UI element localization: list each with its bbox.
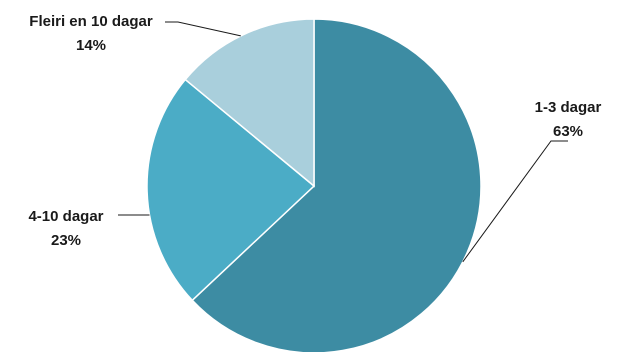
slices-layer — [146, 18, 482, 352]
leader-line-1-3-dagar — [462, 140, 568, 263]
slice-label-percent: 14% — [76, 37, 106, 54]
slice-label-name: 1-3 dagar — [535, 99, 602, 116]
slice-label-fleiri-en-10-dagar: Fleiri en 10 dagar 14% — [29, 13, 153, 54]
pie-slice-1-3-dagar — [191, 18, 482, 352]
leader-lines-layer — [118, 21, 568, 263]
pie-slice-4-10-dagar — [146, 78, 316, 302]
leader-line-fleiri-en-10-dagar — [165, 21, 241, 37]
slice-label-1-3-dagar: 1-3 dagar 63% — [535, 99, 602, 140]
pie-slice-fleiri-en-10-dagar — [184, 18, 315, 188]
slice-label-name: 4-10 dagar — [28, 208, 103, 225]
slice-label-name: Fleiri en 10 dagar — [29, 13, 153, 30]
slice-label-4-10-dagar: 4-10 dagar 23% — [28, 208, 103, 249]
slice-label-percent: 63% — [553, 123, 583, 140]
slice-label-percent: 23% — [51, 232, 81, 249]
